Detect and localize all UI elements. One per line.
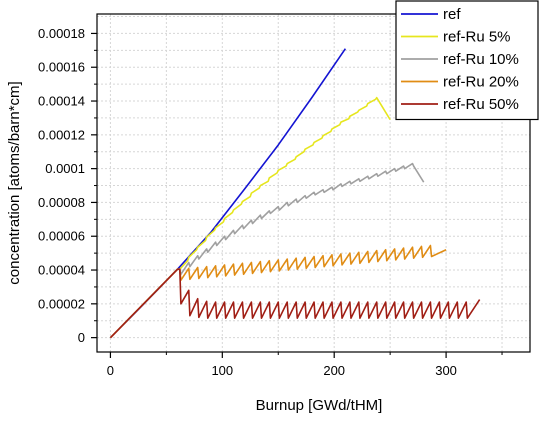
series-line-3 bbox=[109, 162, 425, 339]
plot-frame bbox=[96, 13, 531, 353]
y-tick-label: 0 bbox=[78, 330, 85, 345]
ticks: 0 100 200 300 0 0.00002 0.00004 0.00006 0.00008 0… bbox=[38, 26, 503, 378]
legend-box bbox=[395, 0, 539, 121]
y-tick-label: 0.00018 bbox=[38, 26, 85, 41]
series-line-4 bbox=[109, 244, 447, 339]
legend-label: ref-Ru 10% bbox=[443, 51, 519, 68]
legend: ref ref-Ru 5% ref-Ru 10% ref-Ru 20% ref-Ru 5… bbox=[395, 0, 539, 121]
x-axis-title: Burnup [GWd/tHM] bbox=[256, 397, 383, 414]
x-tick-label: 300 bbox=[435, 363, 457, 378]
y-tick-label: 0.00012 bbox=[38, 127, 85, 142]
x-tick-label: 0 bbox=[107, 363, 114, 378]
y-tick-label: 0.0001 bbox=[45, 161, 85, 176]
legend-label: ref-Ru 50% bbox=[443, 96, 519, 113]
y-tick-label: 0.00016 bbox=[38, 60, 85, 75]
y-axis-title: concentration [atoms/barn*cm] bbox=[6, 81, 23, 284]
series-line-5 bbox=[109, 268, 481, 339]
x-tick-label: 200 bbox=[323, 363, 345, 378]
y-tick-label: 0.00002 bbox=[38, 296, 85, 311]
legend-label: ref-Ru 5% bbox=[443, 29, 511, 46]
y-tick-label: 0.00014 bbox=[38, 94, 85, 109]
series-line-2 bbox=[109, 96, 391, 339]
y-tick-label: 0.00008 bbox=[38, 195, 85, 210]
legend-label: ref-Ru 20% bbox=[443, 74, 519, 91]
x-tick-label: 100 bbox=[211, 363, 233, 378]
series-lines bbox=[109, 48, 481, 339]
legend-label: ref bbox=[443, 6, 461, 23]
y-tick-label: 0.00004 bbox=[38, 263, 85, 278]
y-tick-label: 0.00006 bbox=[38, 229, 85, 244]
